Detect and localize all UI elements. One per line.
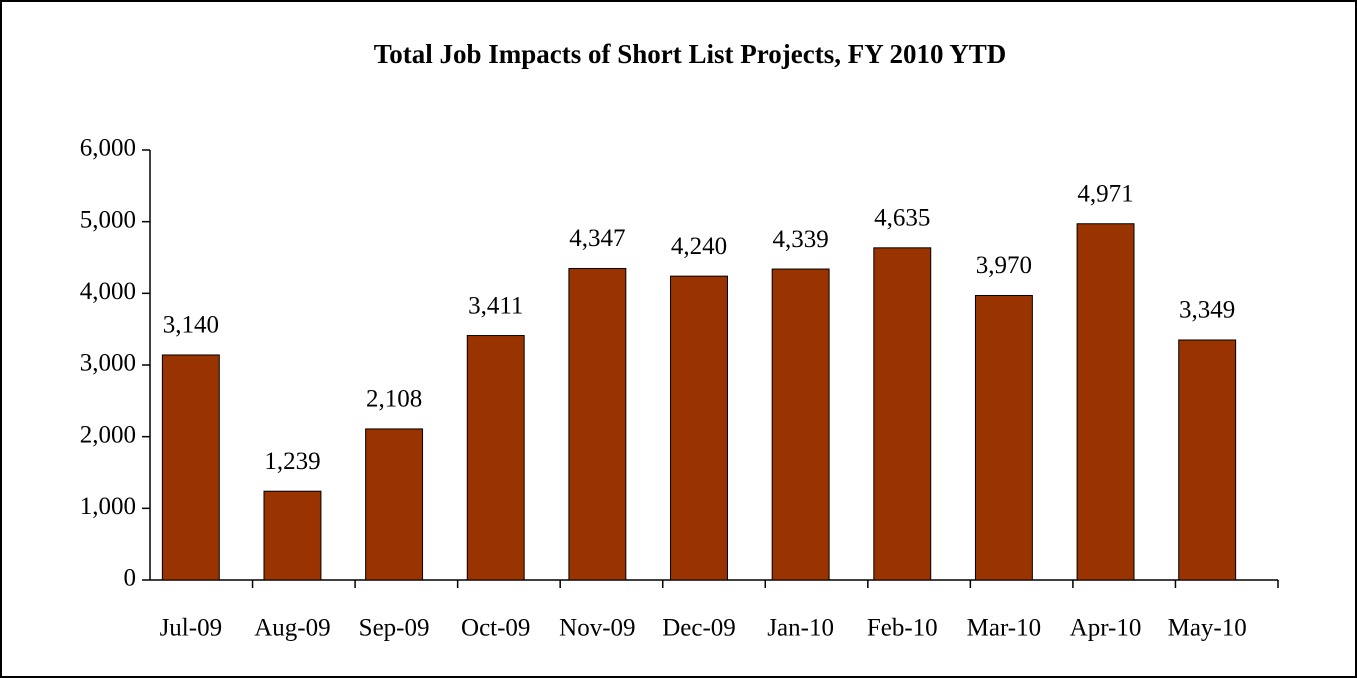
y-tick-label: 1,000 — [80, 493, 136, 520]
bar — [263, 490, 322, 581]
value-label: 1,239 — [264, 448, 320, 475]
bar — [670, 275, 728, 581]
y-tick-label: 0 — [124, 565, 137, 592]
value-label: 4,971 — [1077, 180, 1133, 207]
value-label: 4,240 — [671, 233, 727, 260]
x-tick-label: Oct-09 — [461, 615, 530, 642]
x-tick-label: May-10 — [1168, 615, 1247, 642]
x-tick-label: Mar-10 — [967, 615, 1041, 642]
x-tick-label: Dec-09 — [662, 615, 736, 642]
value-label: 3,349 — [1179, 297, 1235, 324]
bar — [873, 247, 932, 581]
y-tick-label: 6,000 — [80, 135, 136, 162]
y-tick-label: 5,000 — [80, 206, 136, 233]
y-tick-label: 3,000 — [80, 350, 136, 377]
value-label: 3,140 — [163, 312, 219, 339]
x-tick-label: Jan-10 — [767, 615, 834, 642]
value-label: 3,411 — [468, 292, 523, 319]
bar — [771, 268, 830, 581]
x-tick-label: Apr-10 — [1070, 615, 1142, 642]
bar — [466, 335, 525, 581]
bar — [365, 428, 424, 581]
chart-title: Total Job Impacts of Short List Projects… — [374, 39, 1006, 69]
bar — [1178, 339, 1237, 581]
x-tick-label: Aug-09 — [254, 615, 330, 642]
bar — [974, 294, 1033, 581]
value-label: 2,108 — [366, 386, 422, 413]
value-label: 4,339 — [773, 226, 829, 253]
bar — [161, 354, 220, 581]
value-label: 4,635 — [874, 205, 930, 232]
y-tick-label: 4,000 — [80, 278, 136, 305]
x-tick-label: Sep-09 — [359, 615, 430, 642]
bar — [568, 267, 627, 581]
y-tick-label: 2,000 — [80, 421, 136, 448]
x-tick-label: Jul-09 — [160, 615, 223, 642]
x-tick-label: Nov-09 — [559, 615, 635, 642]
bar — [1076, 223, 1135, 581]
value-label: 3,970 — [976, 252, 1032, 279]
value-label: 4,347 — [569, 225, 625, 252]
x-tick-label: Feb-10 — [867, 615, 938, 642]
